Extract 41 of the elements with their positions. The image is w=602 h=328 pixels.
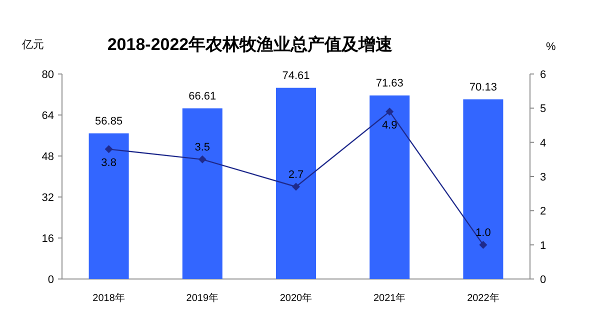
x-tick-label: 2022年: [467, 292, 500, 304]
data-label: 74.61: [282, 70, 310, 82]
data-label: 4.9: [382, 120, 398, 132]
y-tick-label: 80: [42, 69, 54, 81]
x-tick-label: 2021年: [373, 292, 406, 304]
data-label: 3.5: [194, 141, 210, 154]
y2-tick-label: 6: [540, 69, 546, 81]
x-tick-label: 2020年: [280, 292, 312, 304]
y2-tick-label: 3: [540, 172, 546, 184]
y2-tick-label: 0: [540, 274, 546, 286]
bar: [182, 108, 222, 279]
x-tick-label: 2018年: [92, 292, 125, 304]
bar: [463, 99, 504, 279]
point: [292, 182, 300, 191]
point: [198, 155, 206, 164]
data-label: 70.13: [469, 81, 497, 94]
chart-title: 2018-2022年农林牧渔业总产值及增速: [107, 35, 393, 54]
data-label: 1.0: [476, 226, 491, 239]
y2-tick-label: 4: [540, 137, 546, 150]
data-label: 3.8: [101, 157, 116, 170]
y-tick-label: 64: [42, 110, 54, 122]
y-tick-label: 32: [42, 192, 54, 204]
point: [386, 108, 394, 116]
y-tick-label: 48: [42, 151, 54, 163]
y2-tick-label: 5: [540, 103, 546, 116]
bar: [370, 95, 410, 279]
data-label: 66.61: [188, 90, 216, 102]
bar: [276, 88, 316, 279]
point: [104, 145, 113, 154]
y2-axis-title: %: [546, 41, 556, 53]
y-tick-label: 0: [48, 274, 54, 286]
data-label: 56.85: [95, 115, 123, 128]
bar: [88, 133, 129, 279]
x-tick-label: 2019年: [186, 292, 219, 304]
y-axis-title: 亿元: [21, 39, 44, 51]
data-label: 2.7: [288, 168, 304, 181]
y2-tick-label: 1: [540, 240, 546, 252]
y-tick-label: 16: [42, 233, 54, 245]
data-label: 71.63: [376, 77, 404, 90]
y2-tick-label: 2: [540, 206, 546, 218]
point: [479, 240, 488, 249]
